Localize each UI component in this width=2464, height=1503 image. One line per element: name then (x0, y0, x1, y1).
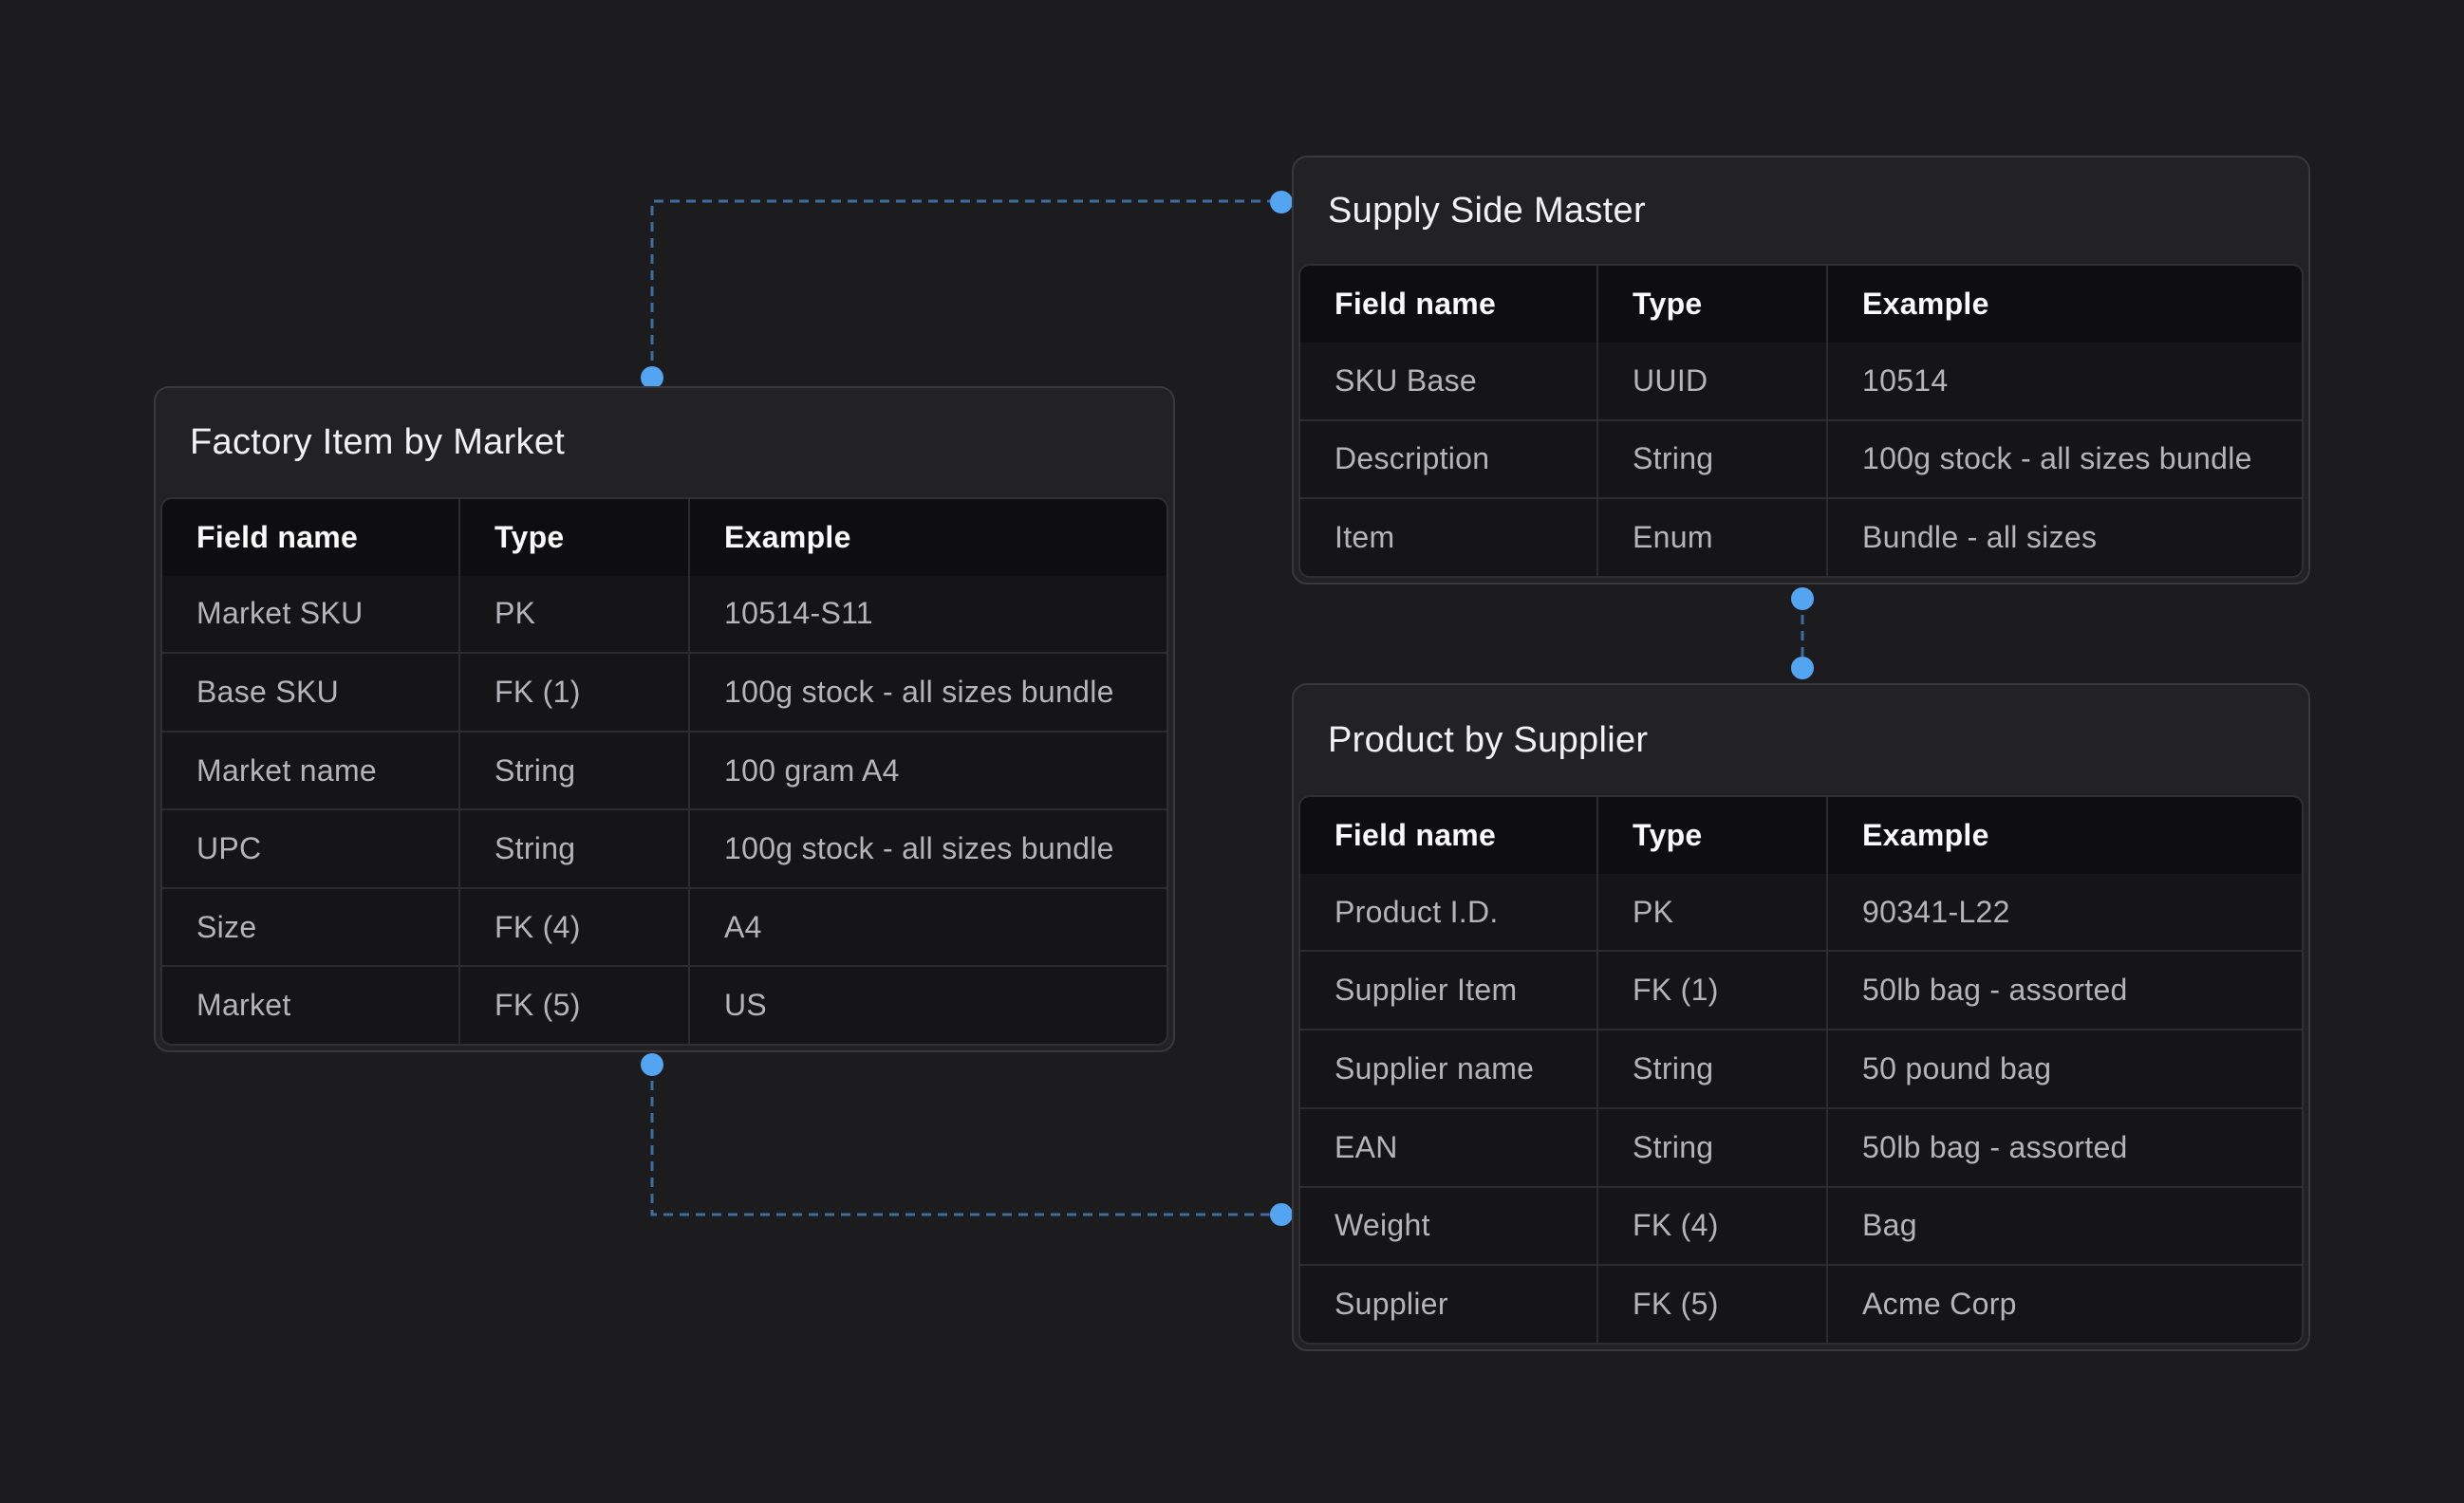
column-header-type: Type (1596, 797, 1826, 874)
column-header-type: Type (1596, 266, 1826, 343)
connector-dot-factory-top[interactable] (641, 366, 663, 389)
connector-dot-factory-bottom[interactable] (641, 1053, 663, 1076)
example-cell: 10514-S11 (688, 575, 1167, 653)
example-cell: 50lb bag - assorted (1826, 1108, 2302, 1186)
table-row: EAN String 50lb bag - assorted (1300, 1106, 2302, 1186)
table-row: Supplier name String 50 pound bag (1300, 1029, 2302, 1107)
type-cell: String (1596, 1108, 1826, 1186)
column-header-field-name: Field name (1335, 817, 1497, 852)
field-name-cell: Supplier (1335, 1287, 1448, 1322)
example-cell: 100g stock - all sizes bundle (1826, 420, 2302, 498)
field-name-cell: Size (196, 909, 257, 944)
table-row: Size FK (4) A4 (162, 886, 1167, 966)
example-cell: Bag (1826, 1187, 2302, 1265)
table-row: Market name String 100 gram A4 (162, 730, 1167, 809)
table-row: Market FK (5) US (162, 965, 1167, 1044)
column-header-field-name: Field name (196, 519, 359, 554)
column-header-field-name: Field name (1335, 286, 1497, 321)
example-cell: Acme Corp (1826, 1266, 2302, 1343)
table-title: Factory Item by Market (190, 422, 566, 462)
table-row: Market SKU PK 10514-S11 (162, 575, 1167, 653)
field-name-cell: Market SKU (196, 596, 364, 631)
table-card-supply-side-master[interactable]: Supply Side Master Field name Type Examp… (1292, 156, 2310, 584)
type-cell: FK (5) (1596, 1266, 1826, 1343)
example-cell: A4 (688, 888, 1167, 966)
table-row: Product I.D. PK 90341-L22 (1300, 873, 2302, 951)
type-cell: FK (1) (458, 654, 688, 731)
connector-factory-to-product (650, 1065, 1281, 1216)
field-name-cell: Description (1335, 441, 1490, 476)
example-cell: 100g stock - all sizes bundle (688, 654, 1167, 731)
field-name-cell: UPC (196, 831, 262, 866)
field-name-cell: EAN (1335, 1129, 1398, 1164)
fields-table: Field name Type Example Product I.D. PK 90… (1298, 795, 2304, 1345)
field-name-cell: Base SKU (196, 674, 340, 709)
field-name-cell: Item (1335, 520, 1395, 555)
type-cell: String (1596, 1030, 1826, 1107)
column-header-example: Example (1826, 797, 2302, 874)
connector-dot-product-top[interactable] (1791, 657, 1814, 679)
field-name-cell: Supplier Item (1335, 973, 1518, 1008)
table-row: Base SKU FK (1) 100g stock - all sizes bun… (162, 652, 1167, 731)
example-cell: 50 pound bag (1826, 1030, 2302, 1107)
column-header-example: Example (688, 499, 1167, 576)
table-card-factory-item-by-market[interactable]: Factory Item by Market Field name Type E… (154, 386, 1175, 1052)
field-name-cell: Weight (1335, 1208, 1430, 1243)
table-row: Item Enum Bundle - all sizes (1300, 497, 2302, 576)
column-header-example: Example (1826, 266, 2302, 343)
example-cell: 90341-L22 (1826, 873, 2302, 951)
fields-table: Field name Type Example Market SKU PK 1051… (160, 497, 1168, 1046)
table-header-row: Field name Type Example (1300, 797, 2302, 874)
connector-factory-to-supply (650, 199, 1281, 377)
type-cell: FK (4) (1596, 1187, 1826, 1265)
example-cell: Bundle - all sizes (1826, 499, 2302, 576)
table-row: UPC String 100g stock - all sizes bundle (162, 808, 1167, 887)
column-header-type: Type (458, 499, 688, 576)
example-cell: 100g stock - all sizes bundle (688, 810, 1167, 887)
type-cell: FK (1) (1596, 952, 1826, 1030)
connector-dot-product-left[interactable] (1270, 1203, 1293, 1226)
type-cell: String (1596, 420, 1826, 498)
type-cell: Enum (1596, 499, 1826, 576)
table-header-row: Field name Type Example (1300, 266, 2302, 343)
connector-dot-supply-bottom[interactable] (1791, 587, 1814, 610)
table-title: Product by Supplier (1328, 719, 1649, 760)
table-title: Supply Side Master (1328, 190, 1646, 231)
field-name-cell: Product I.D. (1335, 894, 1499, 929)
field-name-cell: SKU Base (1335, 362, 1478, 398)
example-cell: 100 gram A4 (688, 732, 1167, 809)
type-cell: FK (4) (458, 888, 688, 966)
table-row: Description String 100g stock - all sizes … (1300, 418, 2302, 498)
type-cell: String (458, 810, 688, 887)
table-card-product-by-supplier[interactable]: Product by Supplier Field name Type Exam… (1292, 683, 2310, 1351)
field-name-cell: Market (196, 988, 291, 1023)
table-header-row: Field name Type Example (162, 499, 1167, 576)
example-cell: 50lb bag - assorted (1826, 952, 2302, 1030)
table-row: Supplier FK (5) Acme Corp (1300, 1264, 2302, 1343)
table-row: SKU Base UUID 10514 (1300, 342, 2302, 419)
connector-dot-supply-left[interactable] (1270, 191, 1293, 213)
type-cell: UUID (1596, 342, 1826, 419)
table-row: Weight FK (4) Bag (1300, 1185, 2302, 1265)
field-name-cell: Market name (196, 752, 378, 788)
example-cell: 10514 (1826, 342, 2302, 419)
example-cell: US (688, 967, 1167, 1044)
fields-table: Field name Type Example SKU Base UUID 1051… (1298, 264, 2304, 578)
type-cell: String (458, 732, 688, 809)
table-row: Supplier Item FK (1) 50lb bag - assorted (1300, 950, 2302, 1030)
field-name-cell: Supplier name (1335, 1051, 1535, 1086)
type-cell: PK (1596, 873, 1826, 951)
type-cell: PK (458, 575, 688, 653)
type-cell: FK (5) (458, 967, 688, 1044)
